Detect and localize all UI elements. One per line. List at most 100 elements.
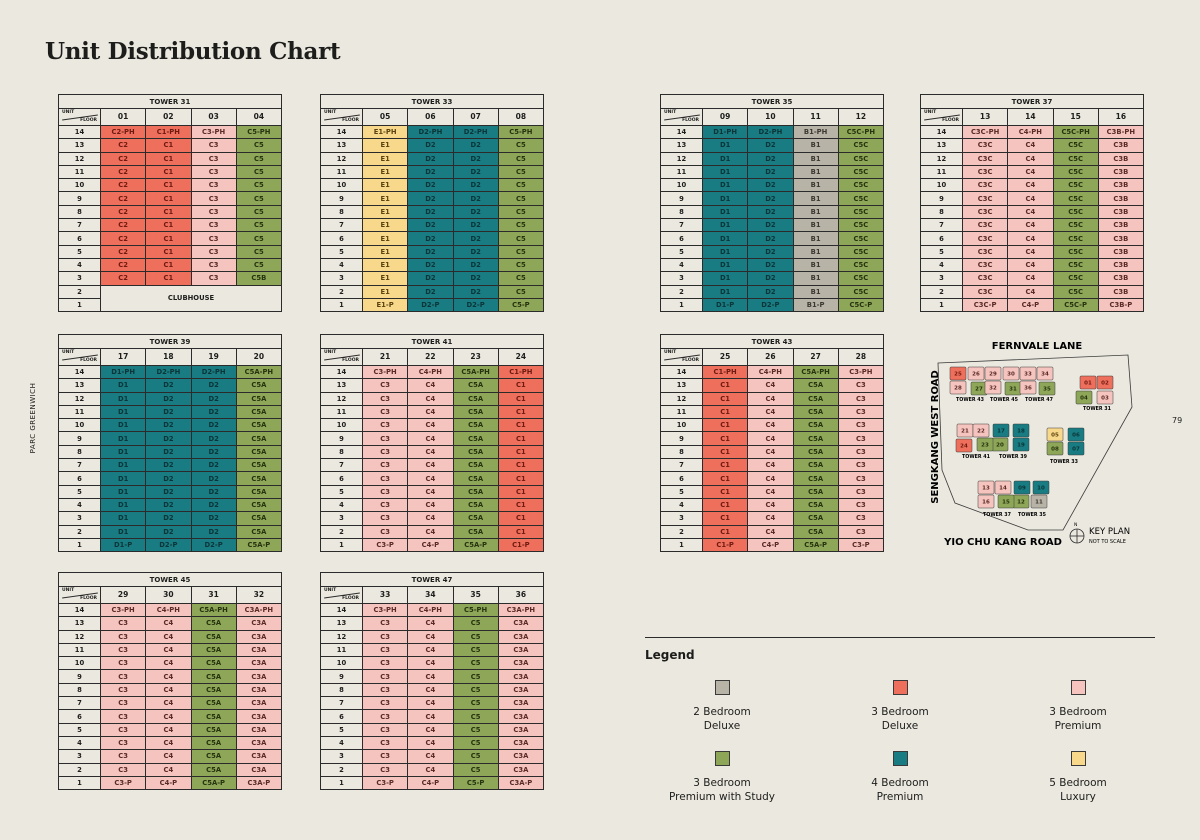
floor-row: 10 C3 C4 C5A C1: [320, 418, 545, 433]
key-plan-tower-label: TOWER 41: [962, 454, 990, 460]
unit-cell: C1: [701, 524, 749, 539]
north-label: N: [1074, 522, 1077, 528]
floor-row: 1 C3-P C4-P C5A-P C1-P: [320, 537, 545, 553]
unit-cell: D2: [190, 404, 237, 420]
floor-number: 9: [660, 431, 703, 446]
tower-title: TOWER 47: [320, 572, 544, 587]
floor-row: 6 D1 D2 B1 C5C: [660, 231, 885, 246]
key-plan-unit-number: 17: [997, 429, 1005, 435]
floor-number: 5: [660, 484, 703, 499]
unit-cell: C5A-P: [235, 537, 283, 553]
unit-cell: C3: [361, 511, 409, 526]
unit-cell: C4: [407, 484, 454, 499]
floor-number: 14: [660, 364, 703, 380]
unit-cell: D2: [407, 178, 454, 193]
floor-number: 9: [58, 431, 101, 446]
unit-cell: C1: [701, 378, 749, 393]
floor-number: 12: [660, 391, 703, 406]
key-plan-unit-block: [1019, 380, 1037, 395]
road-label-south: YIO CHU KANG ROAD: [943, 537, 1062, 548]
unit-header: 07: [452, 108, 499, 126]
key-plan-unit-number: 27: [975, 387, 983, 393]
unit-cell: C4-P: [145, 775, 192, 791]
floor-number: 6: [58, 709, 101, 724]
key-plan-unit-block: [972, 423, 990, 438]
unit-cell: D1: [99, 484, 147, 499]
unit-cell: C5A: [190, 642, 237, 658]
unit-cell: C5C: [837, 204, 885, 220]
legend-swatch: [892, 751, 908, 766]
floor-row: 9 D1 D2 B1 C5C: [660, 191, 885, 206]
key-plan-unit-block: [1079, 375, 1097, 390]
unit-floor-header: UNIT FLOOR: [660, 348, 703, 366]
floor-number: 9: [320, 669, 363, 684]
unit-cell: C3A: [235, 669, 283, 684]
unit-cell: C1: [497, 497, 545, 513]
unit-cell: D1-P: [701, 297, 749, 313]
floor-row: 8 E1 D2 D2 C5: [320, 204, 545, 220]
floor-number: 8: [58, 682, 101, 698]
floor-row: 10 C1 C4 C5A C3: [660, 418, 885, 433]
floor-row: 4 C3 C4 C5A C3A: [58, 735, 283, 751]
floor-row: 9 C1 C4 C5A C3: [660, 431, 885, 446]
floor-row: 9 C3 C4 C5A C1: [320, 431, 545, 446]
unit-cell: D1: [701, 204, 749, 220]
unit-cell: C3B: [1097, 164, 1145, 180]
unit-cell: C3C: [961, 164, 1009, 180]
legend-label-line1: 3 Bedroom: [1049, 706, 1107, 718]
unit-cell: C5C: [837, 257, 885, 273]
floor-number: 6: [58, 471, 101, 486]
key-plan-unit-block: [1067, 441, 1085, 456]
unit-cell: C5A: [452, 497, 499, 513]
floor-row: 9 C3 C4 C5A C3A: [58, 669, 283, 684]
unit-cell: D2: [145, 418, 192, 433]
key-plan-unit-block: [976, 437, 994, 452]
unit-cell: C5-PH: [452, 602, 499, 618]
unit-label: UNIT: [62, 110, 75, 115]
floor-row: 7 C1 C4 C5A C3: [660, 458, 885, 473]
unit-cell: C1-PH: [497, 364, 545, 380]
unit-cell: C4: [145, 629, 192, 644]
unit-cell: C3B: [1097, 204, 1145, 220]
floor-row: 4 C3 C4 C5 C3A: [320, 735, 545, 751]
unit-cell: C4-PH: [407, 602, 454, 618]
unit-label: UNIT: [924, 110, 937, 115]
unit-cell: C3-PH: [99, 602, 147, 618]
unit-cell: D2-P: [452, 297, 499, 313]
floor-number: 9: [660, 191, 703, 206]
legend-label-line2: Premium with Study: [669, 791, 775, 803]
key-plan-tower-label: TOWER 47: [1025, 397, 1053, 403]
unit-cell: C1: [497, 524, 545, 539]
unit-cell: D2: [145, 497, 192, 513]
key-plan-unit-block: [1046, 427, 1064, 442]
floor-row: 3 C3 C4 C5A C1: [320, 511, 545, 526]
unit-cell: C4: [407, 524, 454, 539]
floor-row: 14 C3-PH C4-PH C5-PH C3A-PH: [320, 602, 545, 618]
unit-cell: C3B: [1097, 271, 1145, 286]
unit-cell: C3A: [497, 762, 545, 777]
key-plan-unit-number: 26: [972, 372, 980, 378]
floor-row: 14 C3-PH C4-PH C5A-PH C1-PH: [320, 364, 545, 380]
floor-row: 3 C3C C4 C5C C3B: [920, 271, 1145, 286]
unit-header: 12: [837, 108, 885, 126]
floor-row: 4 E1 D2 D2 C5: [320, 257, 545, 273]
unit-cell: C4: [407, 471, 454, 486]
unit-cell: C5C: [1052, 164, 1099, 180]
unit-cell: C5C: [1052, 231, 1099, 246]
unit-cell: C5A-PH: [235, 364, 283, 380]
floor-row: 4 D1 D2 D2 C5A: [58, 497, 283, 513]
unit-cell: E1: [361, 191, 409, 206]
key-plan-unit-number: 35: [1043, 387, 1051, 393]
unit-cell: C5A-PH: [452, 364, 499, 380]
unit-cell: C5A: [792, 458, 839, 473]
floor-row: 1 C3-P C4-P C5-P C3A-P: [320, 775, 545, 791]
key-plan-unit-block: [977, 480, 995, 495]
floor-number: 7: [320, 218, 363, 233]
road-label-west: SENGKANG WEST ROAD: [930, 370, 941, 504]
unit-cell: C1: [497, 511, 545, 526]
tower-title: TOWER 41: [320, 334, 544, 349]
unit-cell: C3: [361, 735, 409, 751]
unit-cell: C4-P: [407, 775, 454, 791]
unit-cell: C3: [361, 497, 409, 513]
key-plan-unit-block: [955, 438, 973, 453]
